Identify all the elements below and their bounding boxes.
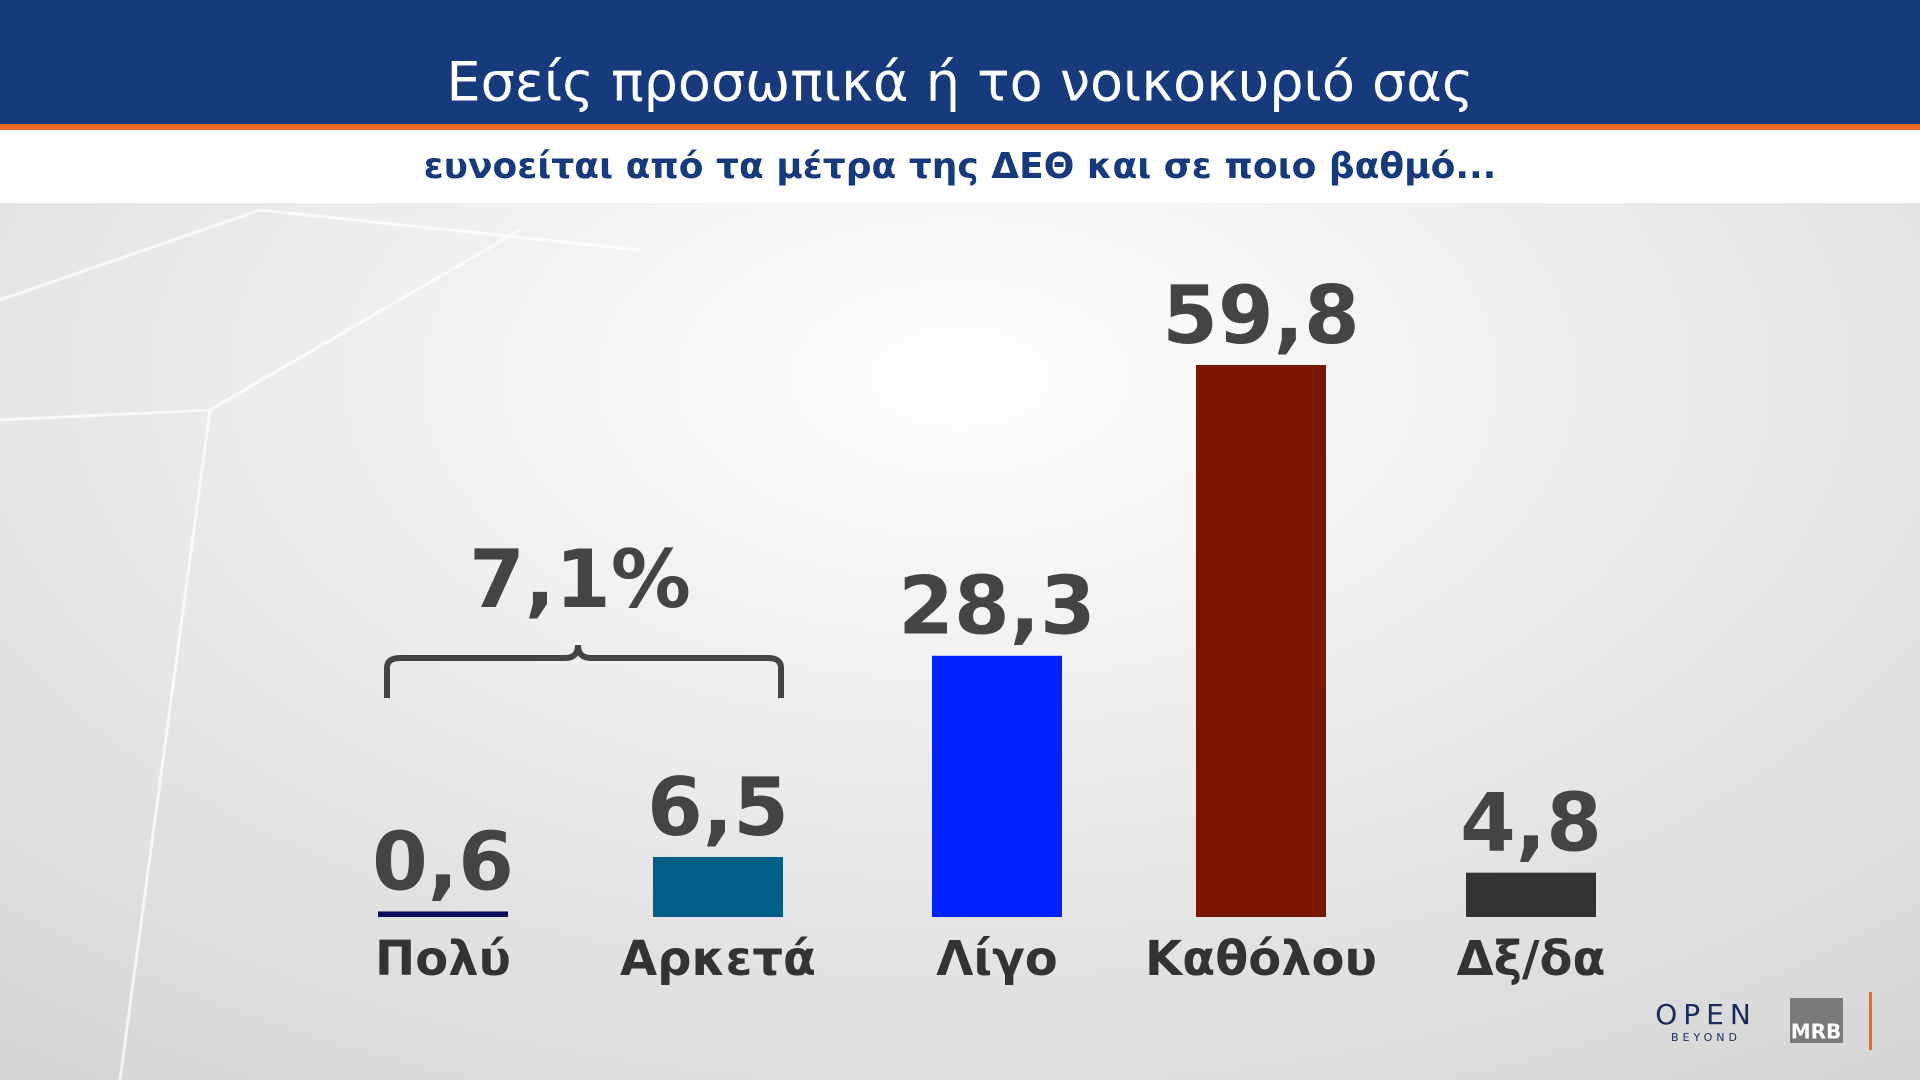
chart-subtitle: ευνοείται από τα μέτρα της ΔΕΘ και σε πο…	[424, 146, 1497, 187]
decoration	[0, 208, 641, 1081]
value-label: 4,8	[1460, 777, 1602, 870]
header-band	[0, 0, 1920, 124]
bar	[378, 911, 508, 917]
category-label: Αρκετά	[620, 931, 816, 987]
value-label: 0,6	[372, 815, 514, 908]
bar	[1466, 872, 1596, 917]
header-rule	[0, 124, 1920, 130]
annotation: 7,1%	[469, 533, 691, 626]
category-label: Λίγο	[936, 931, 1058, 987]
bracket	[384, 644, 784, 698]
category-label: Πολύ	[375, 931, 511, 987]
pollster-box	[1790, 998, 1843, 1043]
subtitle-band	[0, 130, 1920, 203]
bar	[653, 857, 783, 917]
value-label: 28,3	[898, 560, 1095, 653]
bar	[932, 655, 1062, 917]
chart-title: Εσείς προσωπικά ή το νοικοκυριό σας	[446, 51, 1473, 114]
category-label: Καθόλου	[1145, 931, 1377, 987]
category-label: Δξ/δα	[1457, 931, 1606, 987]
logo-tagline: BEYOND	[1671, 1031, 1741, 1044]
logo: OPEN	[1655, 998, 1757, 1031]
pollster-logo: MRB	[1791, 1020, 1842, 1044]
logo-divider	[1869, 992, 1872, 1050]
value-label: 6,5	[647, 761, 789, 854]
bar	[1196, 365, 1326, 917]
value-label: 59,8	[1162, 269, 1359, 362]
